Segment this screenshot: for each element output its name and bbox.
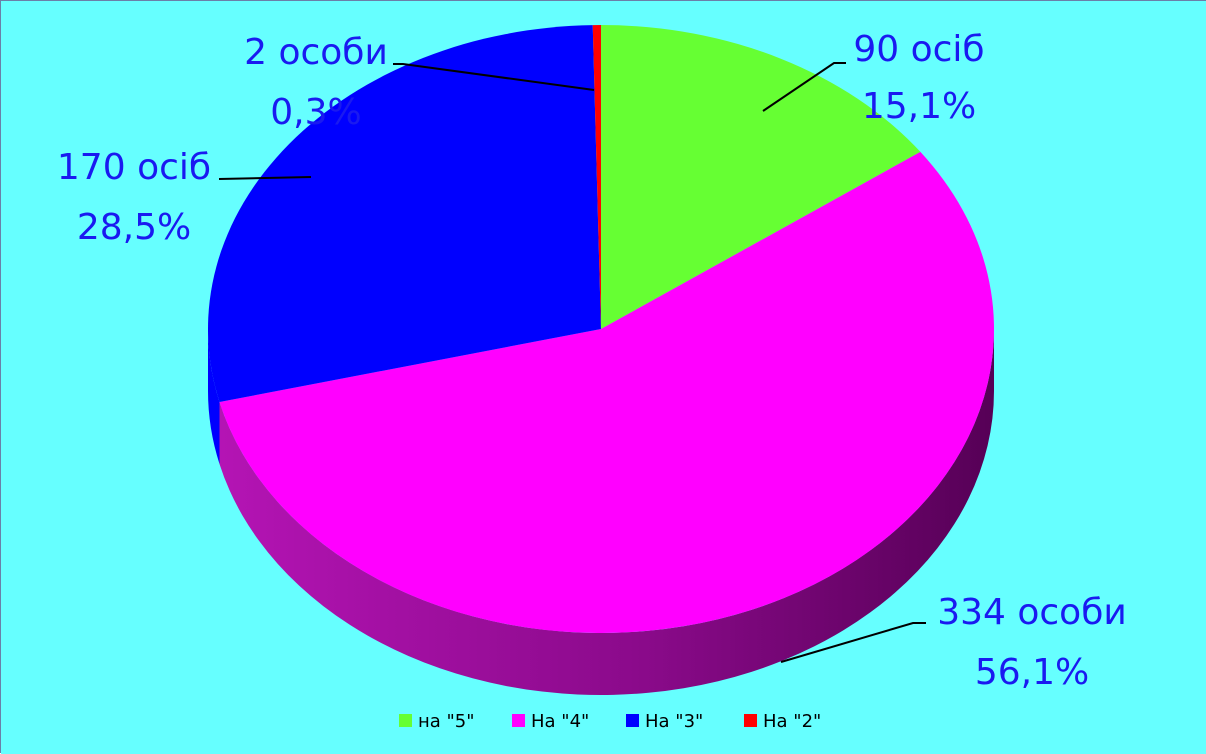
legend-swatch — [626, 714, 639, 727]
pie-side-segment — [219, 329, 994, 696]
data-label-count: 90 осіб — [853, 29, 984, 70]
data-label-percent: 0,3% — [270, 92, 361, 133]
data-label-count: 170 осіб — [57, 147, 211, 188]
pie-slices — [208, 25, 994, 634]
pie-side-segment — [208, 329, 220, 464]
leader-line — [780, 622, 926, 663]
leader-line — [762, 62, 846, 112]
legend-label: на "5" — [418, 711, 475, 732]
legend-label: На "3" — [645, 711, 703, 732]
legend-swatch — [399, 714, 412, 727]
data-label-count: 2 особи — [244, 32, 388, 73]
data-label-percent: 56,1% — [975, 652, 1089, 693]
legend-label: На "2" — [763, 711, 821, 732]
data-label-percent: 15,1% — [862, 86, 976, 127]
legend-label: На "4" — [531, 711, 589, 732]
data-label-percent: 28,5% — [77, 207, 191, 248]
data-label-count: 334 особи — [937, 592, 1127, 633]
data-labels: 90 осіб 15,1% 334 особи 56,1% 170 осіб 28,5% 2… — [57, 29, 1127, 693]
leader-lines — [218, 62, 926, 663]
leader-line — [393, 63, 595, 91]
pie-side-wall — [208, 329, 994, 696]
pie-slice — [592, 25, 601, 329]
pie-slice — [601, 25, 921, 329]
leader-line — [218, 176, 312, 180]
pie-slice — [219, 151, 994, 634]
legend: на "5" На "4" На "3" На "2" — [399, 711, 821, 732]
legend-swatch — [512, 714, 525, 727]
legend-swatch — [744, 714, 757, 727]
pie-slice — [208, 25, 602, 402]
